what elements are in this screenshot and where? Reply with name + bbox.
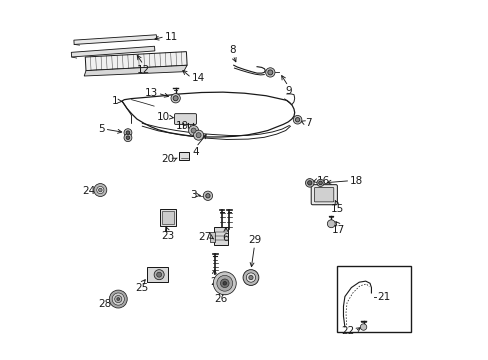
Text: 25: 25 — [135, 283, 149, 293]
Text: 5: 5 — [98, 124, 104, 134]
Text: 21: 21 — [376, 292, 389, 302]
Text: 7: 7 — [304, 118, 311, 128]
Circle shape — [156, 272, 162, 277]
Circle shape — [112, 293, 124, 305]
FancyBboxPatch shape — [174, 114, 196, 125]
Circle shape — [248, 275, 253, 280]
Circle shape — [307, 181, 311, 185]
Circle shape — [265, 68, 274, 77]
Circle shape — [154, 270, 164, 280]
Text: 22: 22 — [341, 326, 354, 336]
Text: 19: 19 — [175, 121, 188, 131]
Text: 28: 28 — [98, 299, 111, 309]
FancyBboxPatch shape — [314, 188, 333, 202]
Circle shape — [117, 298, 120, 301]
Circle shape — [188, 126, 198, 135]
Text: 17: 17 — [331, 225, 345, 235]
Text: 8: 8 — [229, 45, 236, 55]
Circle shape — [305, 179, 313, 187]
Text: 13: 13 — [144, 88, 158, 98]
Circle shape — [318, 181, 322, 185]
Text: 11: 11 — [164, 32, 178, 41]
Text: 24: 24 — [82, 186, 96, 197]
Polygon shape — [85, 51, 187, 71]
Circle shape — [196, 133, 201, 138]
Text: 16: 16 — [316, 176, 329, 186]
Bar — [336, 266, 410, 332]
Text: 9: 9 — [285, 86, 291, 96]
Circle shape — [213, 272, 236, 295]
Text: 2: 2 — [210, 277, 217, 287]
Circle shape — [295, 118, 299, 122]
Circle shape — [124, 129, 132, 136]
Circle shape — [124, 134, 132, 141]
Bar — [179, 152, 189, 160]
Circle shape — [220, 279, 228, 288]
Text: 4: 4 — [192, 147, 199, 157]
Bar — [162, 211, 174, 224]
Bar — [214, 226, 228, 245]
Circle shape — [173, 96, 178, 101]
Text: 14: 14 — [191, 73, 204, 83]
Circle shape — [171, 94, 180, 103]
Circle shape — [360, 324, 366, 330]
Circle shape — [191, 128, 196, 133]
Text: 18: 18 — [349, 176, 363, 186]
Circle shape — [115, 296, 122, 303]
Circle shape — [217, 275, 232, 291]
Polygon shape — [71, 46, 155, 57]
Circle shape — [193, 130, 203, 140]
Circle shape — [243, 270, 258, 285]
Circle shape — [205, 194, 210, 198]
Circle shape — [293, 116, 301, 124]
Circle shape — [203, 191, 212, 201]
Text: 20: 20 — [161, 154, 174, 164]
Polygon shape — [84, 65, 187, 76]
Circle shape — [94, 184, 106, 197]
Circle shape — [126, 136, 129, 139]
Bar — [147, 267, 167, 282]
Text: 27: 27 — [198, 232, 211, 242]
Circle shape — [316, 179, 324, 186]
Text: 12: 12 — [137, 64, 150, 75]
Text: 15: 15 — [330, 204, 343, 215]
Circle shape — [99, 188, 102, 192]
Text: 1: 1 — [111, 96, 118, 106]
Bar — [210, 231, 214, 242]
Circle shape — [267, 70, 272, 75]
Circle shape — [326, 220, 335, 228]
Text: 29: 29 — [247, 235, 261, 245]
Circle shape — [109, 290, 127, 308]
Text: 3: 3 — [190, 190, 197, 200]
Text: 23: 23 — [161, 231, 174, 241]
Text: 6: 6 — [222, 233, 229, 243]
Circle shape — [97, 186, 104, 194]
Text: 10: 10 — [157, 112, 169, 122]
Text: 26: 26 — [214, 294, 227, 304]
FancyBboxPatch shape — [310, 185, 337, 205]
Bar — [160, 209, 176, 226]
Polygon shape — [74, 35, 156, 44]
Circle shape — [126, 131, 129, 134]
Circle shape — [246, 273, 255, 282]
Circle shape — [223, 282, 226, 285]
